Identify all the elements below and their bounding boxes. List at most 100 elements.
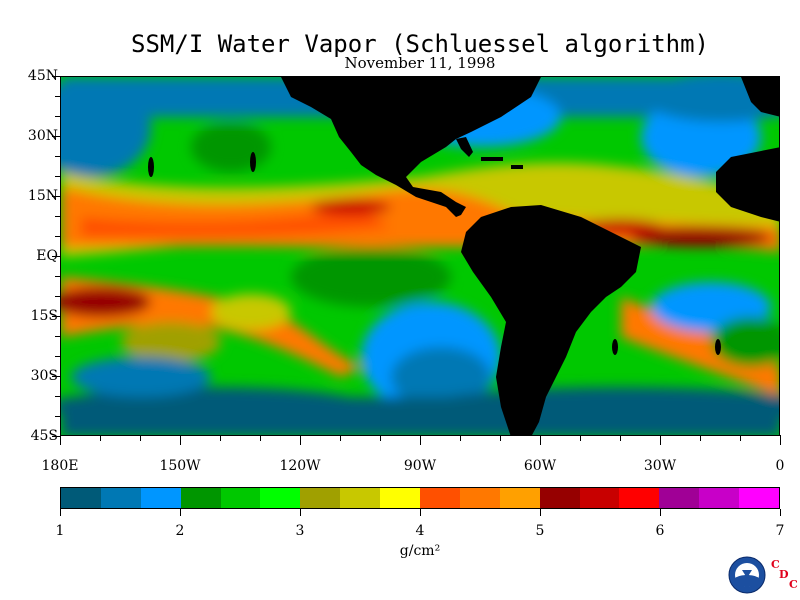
cdc-letter-2: D [779, 568, 789, 581]
axis-tick [499, 435, 501, 441]
latitude-label: 45N [27, 68, 58, 84]
color-scale-label: 2 [175, 523, 185, 539]
longitude-label: 0 [775, 458, 785, 474]
south-atlantic-island-2 [612, 339, 618, 355]
landmasses [148, 77, 779, 435]
color-scale-label: 1 [55, 523, 65, 539]
color-scale-segment [340, 488, 381, 508]
color-scale-segment [420, 488, 460, 508]
axis-tick [459, 435, 461, 441]
color-scale-label: 7 [775, 523, 785, 539]
latitude-label: 30N [27, 128, 58, 144]
axis-tick [55, 215, 60, 217]
axis-tick [579, 435, 581, 441]
color-scale-segment [260, 488, 301, 508]
color-scale-segment [739, 488, 780, 508]
latitude-label: EQ [36, 248, 58, 264]
axis-tick [52, 75, 60, 77]
europe-land [741, 77, 779, 117]
color-scale-tick [419, 509, 421, 516]
axis-tick [539, 435, 541, 445]
map-title: SSM/I Water Vapor (Schluessel algorithm) [131, 30, 709, 58]
longitude-label: 60W [523, 458, 557, 474]
water-vapor-map [60, 76, 780, 436]
axis-tick [55, 175, 60, 177]
axis-tick [259, 435, 261, 441]
axis-tick [52, 435, 60, 437]
color-scale-tick [299, 509, 301, 516]
hispaniola-island [511, 165, 523, 169]
color-scale-segment [61, 488, 101, 508]
axis-tick [139, 435, 141, 441]
map-date: November 11, 1998 [344, 54, 496, 72]
color-scale-segment [220, 488, 261, 508]
latitude-label: 15N [27, 188, 58, 204]
color-scale-segment [300, 488, 341, 508]
color-scale-segment [619, 488, 660, 508]
south-america-land [461, 205, 641, 435]
longitude-label: 150W [159, 458, 201, 474]
axis-tick [52, 315, 60, 317]
color-scale-label: 4 [415, 523, 425, 539]
color-scale-segment [539, 488, 580, 508]
axis-tick [659, 435, 661, 445]
axis-tick [55, 115, 60, 117]
color-scale-tick [59, 509, 61, 516]
color-scale-segment [659, 488, 700, 508]
color-scale-bar [60, 487, 780, 509]
longitude-label: 180E [41, 458, 79, 474]
latitude-label: 45S [30, 428, 58, 444]
cuba-island [481, 157, 503, 161]
color-scale-label: 5 [535, 523, 545, 539]
longitude-label: 120W [279, 458, 321, 474]
axis-tick [779, 435, 781, 445]
latitude-label: 15S [30, 308, 58, 324]
color-scale-segment [380, 488, 421, 508]
florida-land [456, 137, 473, 157]
axis-tick [55, 155, 60, 157]
color-scale-segment [579, 488, 620, 508]
axis-tick [299, 435, 301, 445]
north-america-land [281, 77, 541, 217]
cdc-letter-3: C [789, 578, 798, 591]
latitude-label: 30S [30, 368, 58, 384]
axis-tick [619, 435, 621, 441]
axis-tick [55, 295, 60, 297]
longitude-label: 30W [643, 458, 677, 474]
color-scale-tick [539, 509, 541, 516]
axis-tick [55, 235, 60, 237]
axis-tick [739, 435, 741, 441]
axis-tick [52, 135, 60, 137]
color-scale-label: 3 [295, 523, 305, 539]
color-scale-tick [659, 509, 661, 516]
axis-tick [179, 435, 181, 445]
axis-tick [55, 415, 60, 417]
color-scale-segment [140, 488, 181, 508]
color-scale-tick [779, 509, 781, 516]
color-scale-tick [179, 509, 181, 516]
pacific-island [250, 152, 256, 172]
south-atlantic-island [715, 339, 721, 355]
color-scale-unit: g/cm² [399, 543, 441, 559]
color-scale-segment [459, 488, 500, 508]
axis-tick [52, 255, 60, 257]
axis-tick [699, 435, 701, 441]
axis-tick [55, 355, 60, 357]
axis-tick [55, 95, 60, 97]
color-scale-segment [180, 488, 221, 508]
color-scale-segment [699, 488, 740, 508]
axis-tick [52, 375, 60, 377]
axis-tick [99, 435, 101, 441]
axis-tick [339, 435, 341, 441]
hawaii-island [148, 157, 154, 177]
noaa-logo [728, 556, 766, 594]
axis-tick [379, 435, 381, 441]
africa-land [716, 147, 779, 222]
axis-tick [55, 335, 60, 337]
longitude-label: 90W [403, 458, 437, 474]
color-scale-segment [499, 488, 540, 508]
axis-tick [52, 195, 60, 197]
cdc-letter-1: C [771, 558, 780, 571]
color-scale-label: 6 [655, 523, 665, 539]
axis-tick [219, 435, 221, 441]
